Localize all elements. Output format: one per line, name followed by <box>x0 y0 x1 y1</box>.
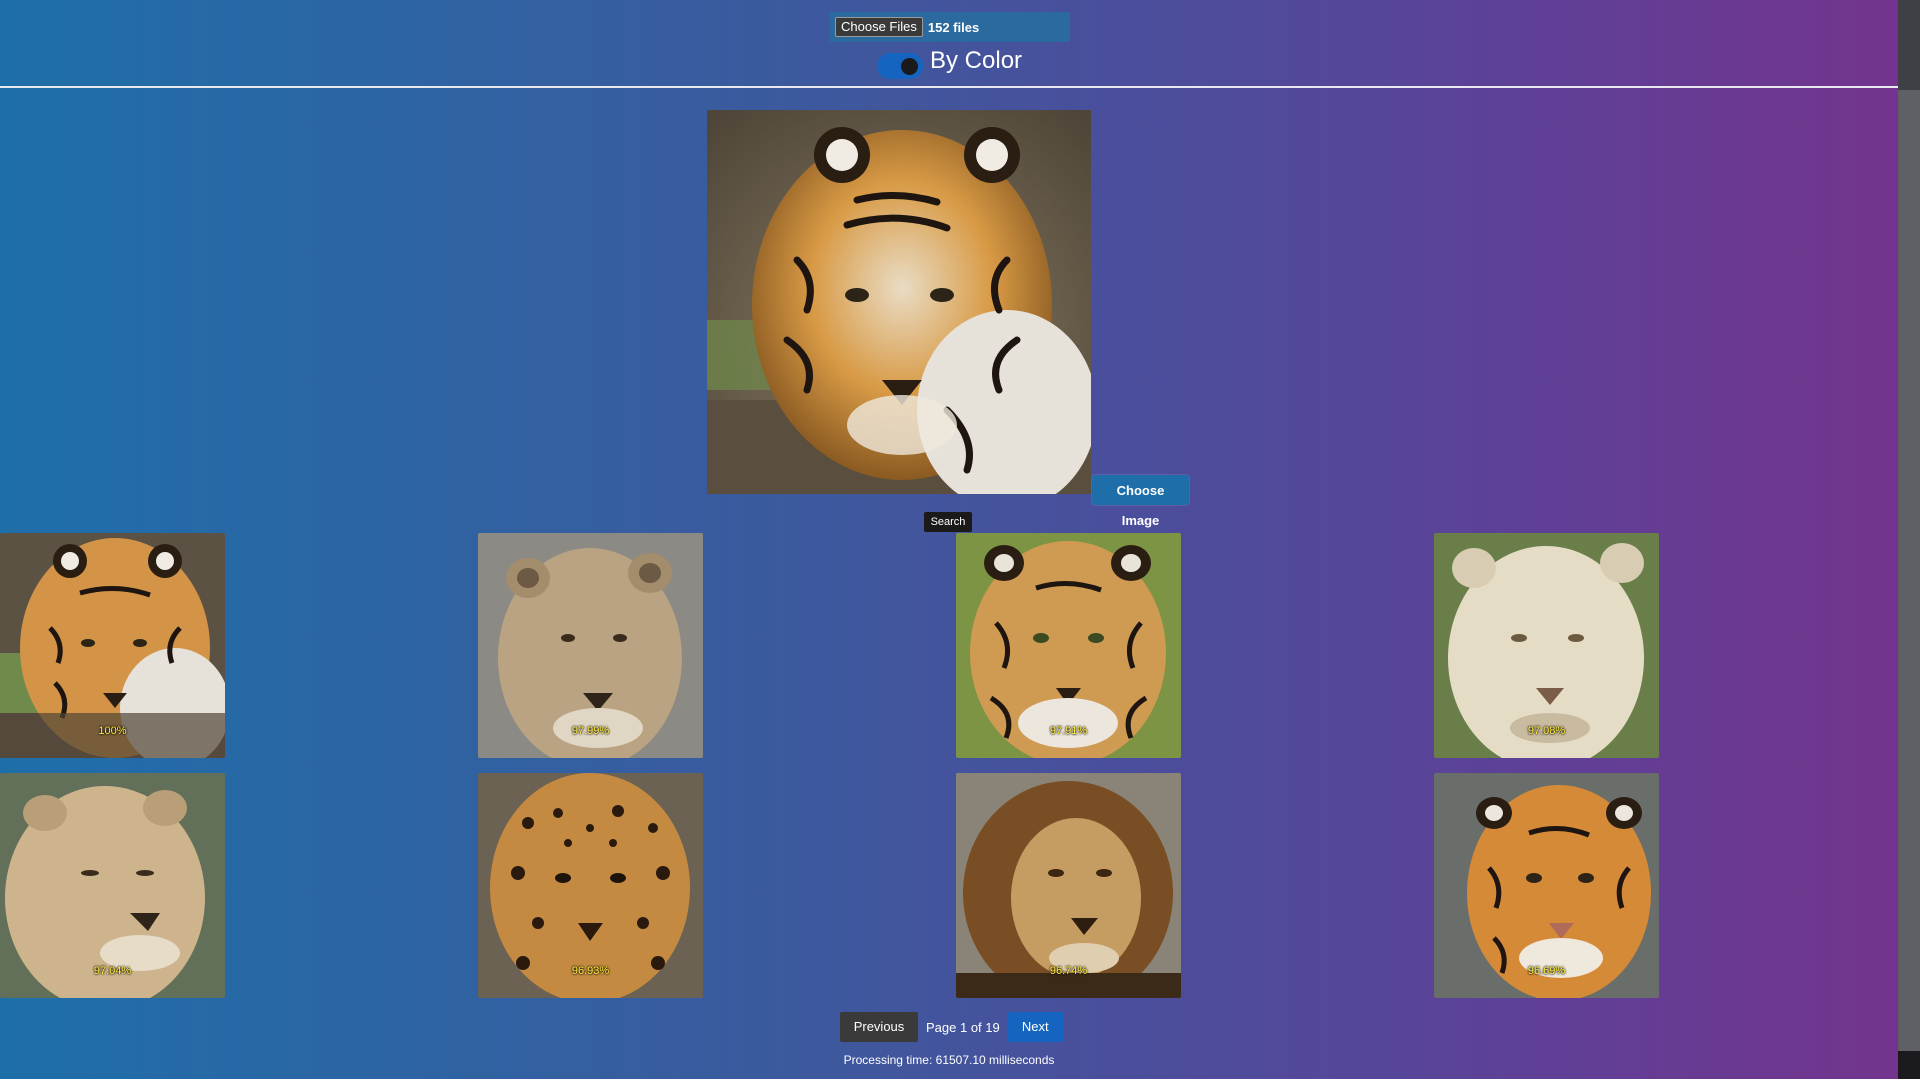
toggle-knob <box>901 57 918 75</box>
page-indicator: Page 1 of 19 <box>926 1019 1000 1035</box>
lioness-image <box>478 533 703 758</box>
scrollbar-end <box>1898 1051 1920 1079</box>
lioness-image <box>0 773 225 998</box>
result-item[interactable]: 100% <box>0 533 225 758</box>
search-button[interactable]: Search <box>924 512 972 532</box>
result-item[interactable]: 97.04% <box>0 773 225 998</box>
choose-files-button[interactable]: Choose Files <box>835 17 923 37</box>
tiger-image <box>956 533 1181 758</box>
choose-image-button[interactable]: Choose Image <box>1092 475 1189 528</box>
search-mode-toggle-row: By Color <box>877 44 1023 79</box>
similarity-score: 96.69% <box>1527 965 1566 977</box>
scrollbar-thumb[interactable] <box>1898 90 1920 1052</box>
query-image <box>707 110 1091 494</box>
tiger-image <box>1434 773 1659 998</box>
similarity-score: 96.93% <box>571 965 610 977</box>
result-item[interactable]: 96.69% <box>1434 773 1659 998</box>
similarity-score: 96.74% <box>1049 965 1088 977</box>
tiger-image <box>707 110 1091 494</box>
result-item[interactable]: 97.99% <box>478 533 703 758</box>
previous-button[interactable]: Previous <box>840 1012 918 1042</box>
lion-image <box>956 773 1181 998</box>
result-item[interactable]: 96.93% <box>478 773 703 998</box>
similarity-score: 97.91% <box>1049 725 1088 737</box>
pagination: Previous Page 1 of 19 Next <box>840 1012 1063 1042</box>
similarity-score: 97.08% <box>1527 725 1566 737</box>
result-item[interactable]: 97.91% <box>956 533 1181 758</box>
result-item[interactable]: 96.74% <box>956 773 1181 998</box>
processing-time: Processing time: 61507.10 milliseconds <box>843 1053 1055 1067</box>
by-color-toggle[interactable] <box>877 52 923 79</box>
result-item[interactable]: 97.08% <box>1434 533 1659 758</box>
file-count: 152 files <box>927 19 980 35</box>
jaguar-image <box>478 773 703 998</box>
similarity-score: 97.04% <box>93 965 132 977</box>
file-upload[interactable]: Choose Files 152 files <box>829 12 1070 42</box>
similarity-score: 97.99% <box>571 725 610 737</box>
similarity-score: 100% <box>98 725 127 737</box>
toggle-label: By Color <box>930 47 1023 74</box>
next-button[interactable]: Next <box>1007 1012 1063 1042</box>
tiger-image <box>0 533 225 758</box>
header-divider <box>0 86 1898 88</box>
white-lioness-image <box>1434 533 1659 758</box>
